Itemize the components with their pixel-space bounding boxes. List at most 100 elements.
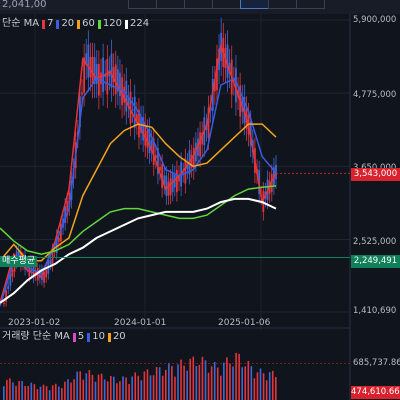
volume-bar bbox=[146, 369, 149, 400]
volume-bar bbox=[79, 371, 82, 400]
ma-20-line bbox=[0, 77, 277, 307]
candle-body bbox=[243, 96, 246, 124]
candle-body bbox=[150, 140, 153, 151]
candle-body bbox=[114, 64, 117, 95]
ma-224-line bbox=[0, 197, 277, 304]
volume-bar bbox=[94, 381, 97, 400]
ma20-swatch bbox=[56, 19, 60, 29]
ma224-swatch bbox=[125, 19, 128, 29]
candle-body bbox=[165, 175, 168, 196]
candle-body bbox=[28, 261, 31, 277]
candle-body bbox=[89, 57, 92, 78]
candle-body bbox=[57, 237, 60, 242]
volume-bar bbox=[97, 374, 100, 400]
candle-body bbox=[9, 273, 12, 286]
volume-bar bbox=[27, 385, 30, 400]
candle-body bbox=[186, 163, 189, 170]
volume-bar bbox=[51, 385, 54, 400]
price-ma-prefix: 단순 MA bbox=[2, 18, 40, 29]
volume-bar bbox=[109, 375, 112, 400]
volume-bar bbox=[143, 371, 146, 400]
volume-last-tag: 474,610.665 bbox=[351, 386, 400, 399]
avg-buy-label: 매수평균 bbox=[0, 256, 38, 267]
ma60-label: 60 bbox=[82, 18, 95, 29]
candle-body bbox=[7, 286, 10, 290]
volume-bar bbox=[116, 383, 118, 400]
volume-bar bbox=[180, 359, 182, 400]
volume-bar bbox=[9, 378, 11, 400]
candle-body bbox=[5, 290, 8, 302]
volume-tick-label: 685,737.868 bbox=[353, 358, 400, 368]
candle-body bbox=[38, 270, 41, 279]
volume-bar bbox=[195, 365, 198, 400]
candle-body bbox=[129, 91, 132, 124]
volume-bar bbox=[253, 378, 256, 400]
volume-bar bbox=[275, 377, 277, 400]
vma5-swatch bbox=[72, 332, 76, 342]
candle-body bbox=[87, 44, 90, 78]
candle-body bbox=[95, 63, 98, 84]
candle-body bbox=[157, 148, 159, 175]
volume-bar bbox=[244, 366, 247, 400]
candle-body bbox=[55, 236, 58, 254]
candle-body bbox=[144, 124, 147, 146]
candle-body bbox=[199, 132, 201, 157]
vma10-label: 10 bbox=[92, 331, 105, 342]
volume-bar bbox=[186, 370, 188, 400]
volume-bar bbox=[21, 381, 23, 400]
volume-bar bbox=[30, 382, 33, 400]
candle-body bbox=[45, 270, 48, 278]
volume-ma-legend: 거래량 단순 MA 5 10 20 bbox=[2, 331, 126, 343]
candle-body bbox=[192, 147, 195, 170]
candle-body bbox=[190, 154, 193, 168]
candle-body bbox=[127, 97, 130, 106]
vma20-label: 20 bbox=[112, 331, 126, 342]
volume-bar bbox=[125, 377, 127, 400]
volume-bar bbox=[210, 366, 213, 400]
volume-bar bbox=[70, 382, 72, 400]
volume-bar bbox=[58, 386, 60, 400]
volume-bar bbox=[54, 383, 57, 400]
candle-body bbox=[235, 68, 237, 103]
volume-bar bbox=[250, 366, 253, 400]
ma-7-line bbox=[0, 43, 277, 304]
candle-body bbox=[110, 53, 113, 88]
y-tick-label: 4,775,000 bbox=[353, 90, 397, 100]
candle-body bbox=[108, 70, 111, 77]
candle-body bbox=[60, 223, 62, 242]
volume-bar bbox=[134, 372, 137, 400]
ma20-label: 20 bbox=[61, 18, 75, 29]
candle-body bbox=[34, 270, 37, 276]
candle-body bbox=[104, 74, 107, 77]
candle-body bbox=[213, 79, 216, 92]
y-tick-label: 2,525,000 bbox=[353, 237, 397, 247]
volume-bar bbox=[131, 376, 133, 400]
volume-bar bbox=[106, 381, 109, 400]
volume-bar bbox=[152, 375, 155, 400]
candle-body bbox=[159, 167, 161, 171]
candle-body bbox=[116, 69, 119, 92]
vma20-swatch bbox=[107, 332, 111, 342]
candle-body bbox=[178, 174, 180, 182]
volume-bar bbox=[201, 356, 204, 400]
period-tab[interactable] bbox=[296, 0, 325, 9]
avg-price-tag: 2,249,491 bbox=[351, 255, 400, 268]
volume-bar bbox=[256, 372, 259, 400]
candle-body bbox=[169, 178, 172, 196]
candle-body bbox=[133, 96, 136, 128]
candle-body bbox=[123, 86, 126, 103]
volume-bar bbox=[36, 389, 39, 400]
candle-body bbox=[81, 92, 83, 95]
volume-bar bbox=[168, 363, 170, 400]
ma224-label: 224 bbox=[130, 18, 150, 29]
y-tick-label: 1,410,690 bbox=[353, 306, 397, 316]
volume-bar bbox=[171, 366, 173, 400]
volume-bar bbox=[15, 385, 17, 400]
candle-body bbox=[205, 125, 208, 130]
candle-body bbox=[125, 80, 128, 112]
volume-bar bbox=[67, 379, 69, 400]
volume-bar bbox=[140, 380, 143, 400]
candle-body bbox=[30, 269, 33, 272]
volume-bar bbox=[42, 384, 45, 400]
